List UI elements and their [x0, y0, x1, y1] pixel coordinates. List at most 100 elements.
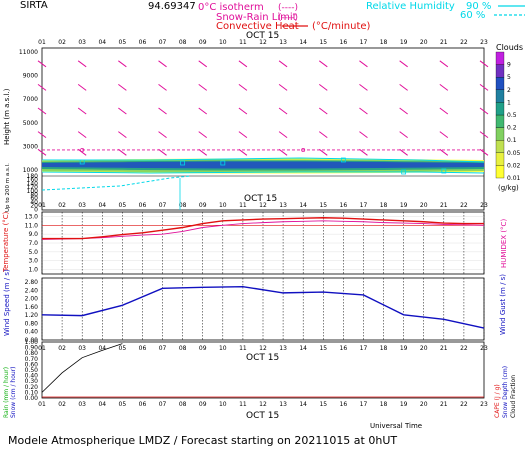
wind-speed-line: [41, 285, 485, 329]
rh-90-contour: [41, 171, 485, 174]
wind-arrow: [77, 84, 87, 91]
height-ytick-label: 3000: [23, 143, 38, 150]
wind-arrow: [439, 107, 449, 115]
humidex-ylabel: HUMIDEX (°C): [500, 219, 508, 268]
date-label-4: OCT 15: [246, 411, 279, 421]
wind-arrow: [118, 84, 127, 91]
cloud-scale-label: 1: [507, 99, 511, 106]
rain-hour-label: 07: [159, 401, 167, 408]
rh-marker: [180, 160, 186, 166]
top-hour-label: 09: [199, 39, 207, 46]
cloud-scale-swatch: [495, 102, 505, 116]
top-hour-label: 19: [400, 39, 408, 46]
rh-60-contour: [41, 175, 191, 191]
wind-arrow: [118, 131, 127, 139]
wind-hour-label: 01: [38, 345, 46, 352]
wind-arrow: [198, 148, 208, 156]
date-label-3: OCT 15: [246, 353, 279, 363]
cloud-scale-swatch: [495, 140, 505, 153]
top-hour-label: 23: [480, 39, 488, 46]
height-hour-label: 06: [139, 202, 147, 209]
station-name: SIRTA: [20, 0, 48, 11]
wind-arrow: [198, 84, 208, 91]
wind-arrow: [318, 107, 328, 115]
snow-ylabel: Snow (cm / hour): [10, 366, 17, 418]
top-hour-label: 12: [259, 39, 267, 46]
date-label-2: OCT 15: [244, 194, 277, 204]
height-ytick-label: 40: [30, 199, 38, 206]
rain-hour-label: 19: [400, 401, 408, 408]
wind-arrow: [238, 60, 248, 68]
wind-arrow: [318, 84, 328, 91]
rain-hour-label: 08: [179, 401, 187, 408]
isotherm-marker: [301, 147, 306, 152]
wind-hour-label: 04: [98, 345, 106, 352]
rain-hour-label: 11: [239, 401, 247, 408]
height-ytick-label: 100: [27, 188, 39, 195]
wind-hour-label: 14: [299, 345, 307, 352]
wind-arrow: [439, 131, 449, 139]
wind-arrow: [439, 84, 449, 91]
top-hour-label: 04: [98, 39, 106, 46]
top-hour-label: 16: [340, 39, 348, 46]
wind-ytick-label: 2.40: [25, 287, 39, 294]
temperature-ytick-label: 5.0: [28, 249, 38, 256]
rain-hour-label: 22: [460, 401, 468, 408]
height-hour-label: 21: [440, 202, 448, 209]
wind-hour-label: 23: [480, 345, 488, 352]
temperature-ytick-label: 7.0: [28, 240, 38, 247]
wind-hour-label: 15: [319, 345, 327, 352]
wind-arrow: [479, 60, 489, 68]
rain-hour-label: 23: [480, 401, 488, 408]
wind-arrow: [198, 107, 208, 115]
wind-ytick-label: 0.40: [25, 329, 39, 336]
wind-hour-label: 06: [139, 345, 147, 352]
rh-marker: [401, 169, 407, 175]
cloud-scale-swatch: [495, 77, 505, 90]
height-hour-label: 17: [360, 202, 368, 209]
wind-arrow: [479, 148, 489, 156]
height-panel-frame: [41, 47, 485, 211]
wind-arrow: [318, 60, 328, 68]
rain-ytick-label: 0.00: [25, 395, 39, 402]
wind-arrow: [399, 148, 408, 156]
wind-arrow: [238, 84, 248, 91]
temperature-ytick-label: 11.0: [25, 222, 39, 229]
rh-marker: [441, 168, 447, 174]
cloud-scale-swatch: [495, 114, 505, 128]
wind-arrow: [198, 131, 208, 139]
cape-ylabel: CAPE (J / g): [494, 384, 501, 418]
wind-arrow: [77, 131, 87, 139]
wind-ytick-label: 1.60: [25, 304, 39, 311]
height-hour-label: 14: [299, 202, 307, 209]
rain-hour-label: 14: [299, 401, 307, 408]
wind-hour-label: 18: [380, 345, 388, 352]
height-hour-label: 08: [179, 202, 187, 209]
top-hour-label: 22: [460, 39, 468, 46]
cloud-scale-label: 0.02: [507, 162, 521, 169]
humidex-line: [41, 220, 485, 240]
rain-hour-label: 16: [340, 401, 348, 408]
rain-hour-label: 20: [420, 401, 428, 408]
height-ytick-label: 9000: [23, 73, 38, 80]
top-hour-label: 01: [38, 39, 46, 46]
top-hour-label: 05: [119, 39, 127, 46]
height-ylabel-2: Up to 200 m a.s.l.: [5, 163, 11, 212]
wind-arrow: [318, 131, 328, 139]
rain-ytick-label: 0.40: [25, 373, 39, 380]
wind-arrow: [399, 131, 408, 139]
height-hour-label: 18: [380, 202, 388, 209]
height-hour-label: 15: [319, 202, 327, 209]
top-hour-label: 02: [58, 39, 66, 46]
top-hour-label: 15: [319, 39, 327, 46]
legend-isotherm-sym: (----): [278, 3, 298, 13]
wind-arrow: [158, 60, 167, 68]
wind-hour-label: 08: [179, 345, 187, 352]
wind-arrow: [318, 148, 328, 156]
temperature-ytick-label: 9.0: [28, 231, 38, 238]
height-ylabel: Height (m a.s.l.): [3, 88, 11, 145]
height-hour-label: 05: [119, 202, 127, 209]
height-hour-label: 03: [78, 202, 86, 209]
wind-arrow: [118, 107, 127, 115]
